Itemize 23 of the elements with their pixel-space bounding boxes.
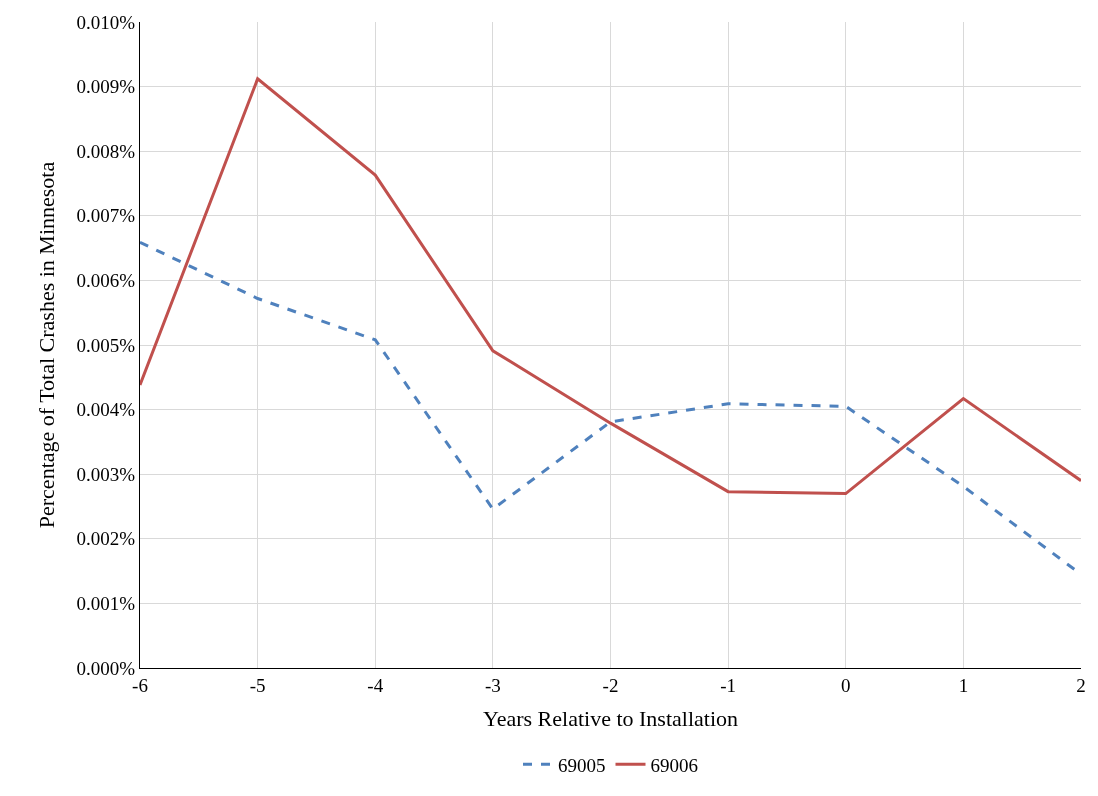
x-tick-label: 2 (1076, 674, 1086, 696)
x-tick-label: -3 (484, 674, 501, 696)
y-tick-label: 0.002% (76, 528, 136, 550)
y-tick-label: 0.006% (76, 270, 136, 292)
x-tick-label: 1 (958, 674, 969, 696)
y-tick-label: 0.003% (76, 463, 136, 485)
legend-label: 69005 (558, 754, 606, 776)
x-tick-label: -4 (367, 674, 384, 696)
legend-label: 69006 (650, 754, 698, 776)
y-tick-label: 0.009% (76, 76, 136, 98)
x-tick-label: -1 (720, 674, 737, 696)
y-tick-label: 0.008% (76, 140, 136, 162)
y-tick-label: 0.005% (76, 334, 136, 356)
y-tick-label: 0.004% (76, 399, 136, 421)
x-axis-title: Years Relative to Installation (483, 705, 738, 731)
x-tick-label: 0 (841, 674, 851, 696)
x-tick-label: -5 (249, 674, 266, 696)
x-tick-label: -2 (602, 674, 619, 696)
y-tick-label: 0.010% (76, 11, 136, 33)
y-axis-title: Percentage of Total Crashes in Minnesota (34, 161, 60, 529)
line-series (140, 77, 1081, 496)
y-tick-label: 0.007% (76, 205, 136, 227)
y-tick-label: 0.001% (76, 593, 136, 615)
